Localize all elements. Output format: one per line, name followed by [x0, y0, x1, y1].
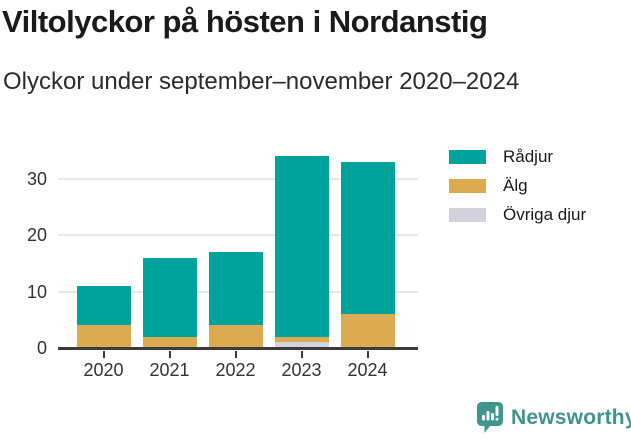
- bar-segment-2024: [340, 161, 395, 315]
- x-axis-tick-label: 2021: [149, 360, 190, 380]
- gridline-20: [58, 234, 418, 236]
- x-axis-tick-label: 2023: [281, 360, 322, 380]
- legend-item-radjur: Rådjur: [449, 147, 586, 166]
- x-axis-tick-label: 2024: [347, 360, 388, 380]
- bar-segment-2023: [274, 342, 329, 348]
- page-subtitle: Olyckor under september–november 2020–20…: [3, 68, 520, 95]
- bar-segment-2023: [274, 336, 329, 343]
- bar-segment-2023: [274, 155, 329, 337]
- bar-segment-2020: [76, 325, 131, 348]
- x-axis-line: [58, 347, 418, 350]
- newsworthy-brand: Newsworthy: [476, 401, 631, 434]
- x-axis-tick: [300, 351, 303, 358]
- bar-segment-2022: [208, 325, 263, 348]
- stacked-bar-chart: 0 10 20 30 2020 2021 2022 2023 2024: [0, 130, 440, 390]
- x-axis-tick: [366, 351, 369, 358]
- x-axis-tick: [234, 351, 237, 358]
- x-axis-tick-label: 2020: [83, 360, 124, 380]
- y-axis-tick-label: 20: [26, 225, 47, 245]
- x-axis-tick-label: 2022: [215, 360, 256, 380]
- x-axis-tick: [168, 351, 171, 358]
- gridline-30: [58, 177, 418, 180]
- newsworthy-logo-icon: [477, 402, 503, 433]
- y-axis-tick-label: 10: [26, 281, 47, 302]
- legend-label: Rådjur: [503, 147, 554, 166]
- legend-label: Övriga djur: [503, 205, 587, 224]
- y-axis-tick-label: 30: [26, 168, 47, 189]
- brand-name: Newsworthy: [511, 405, 631, 429]
- page-title: Viltolyckor på hösten i Nordanstig: [2, 4, 488, 39]
- bar-segment-2021: [142, 257, 197, 337]
- legend-label: Älg: [503, 176, 528, 195]
- x-axis-tick: [102, 351, 105, 358]
- chart-legend: Rådjur Älg Övriga djur: [449, 147, 587, 237]
- legend-item-alg: Älg: [449, 176, 586, 195]
- bar-segment-2022: [208, 251, 263, 326]
- legend-item-ovriga-djur: Övriga djur: [449, 205, 587, 224]
- legend-swatch-ovriga-djur: [449, 208, 486, 222]
- bar-segment-2024: [340, 314, 395, 348]
- bar-segment-2021: [142, 336, 197, 348]
- bar-segment-2020: [76, 285, 131, 326]
- legend-swatch-alg: [449, 179, 486, 193]
- legend-swatch-radjur: [449, 150, 486, 164]
- y-axis-tick-label: 0: [36, 338, 47, 358]
